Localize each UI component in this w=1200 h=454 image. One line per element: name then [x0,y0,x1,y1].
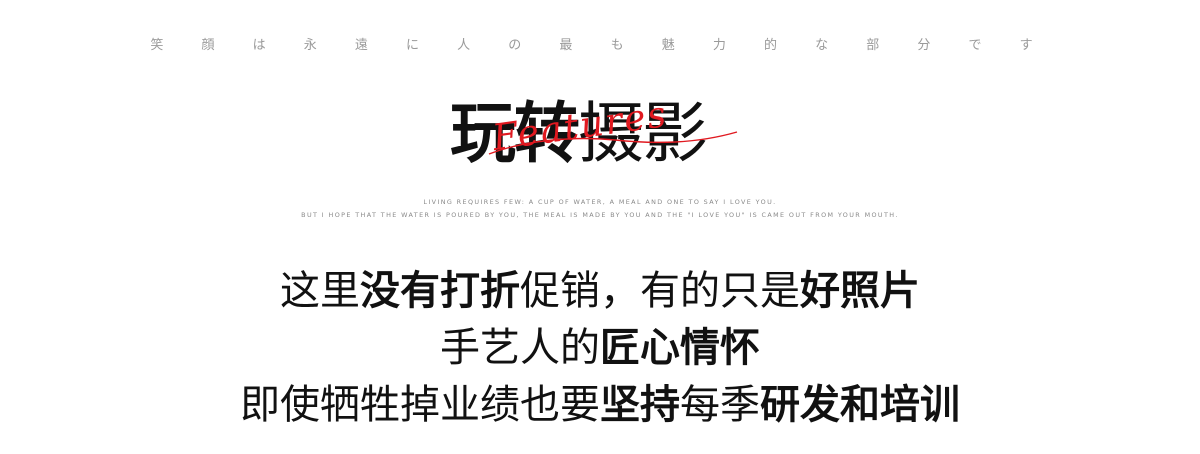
english-subtitle-line-2: BUT I HOPE THAT THE WATER IS POURED BY Y… [301,211,899,219]
script-flourish-icon [488,131,738,155]
slogan-2-part-2: 匠心情怀 [600,325,760,371]
slogan-1-part-2: 没有打折 [360,268,520,314]
slogan-3-part-3: 每季 [680,382,760,428]
slogan-line-1: 这里没有打折促销，有的只是好照片 [0,267,1200,315]
title-block: 玩转摄影 Features [400,92,800,182]
slogan-3-part-2: 坚持 [600,382,680,428]
slogan-1-part-3: 促销，有的只是 [520,268,800,314]
slogan-line-3: 即使牺牲掉业绩也要坚持每季研发和培训 [0,381,1200,429]
slogan-3-part-4: 研发和培训 [760,382,960,428]
slogan-2-part-1: 手艺人的 [440,325,600,371]
english-subtitle-line-1: LIVING REQUIRES FEW: A CUP OF WATER, A M… [423,198,777,206]
slogan-1-part-1: 这里 [280,268,360,314]
title-bold-part: 玩转 [450,95,580,172]
slogan-1-part-4: 好照片 [800,268,920,314]
slogan-3-part-1: 即使牺牲掉业绩也要 [240,382,600,428]
japanese-tagline: 笑 顔 は 永 遠 に 人 の 最 も 魅 力 的 な 部 分 で す [150,38,1050,53]
main-title: 玩转摄影 [450,92,708,176]
title-light-part: 摄影 [578,95,708,172]
slogan-line-2: 手艺人的匠心情怀 [0,324,1200,372]
